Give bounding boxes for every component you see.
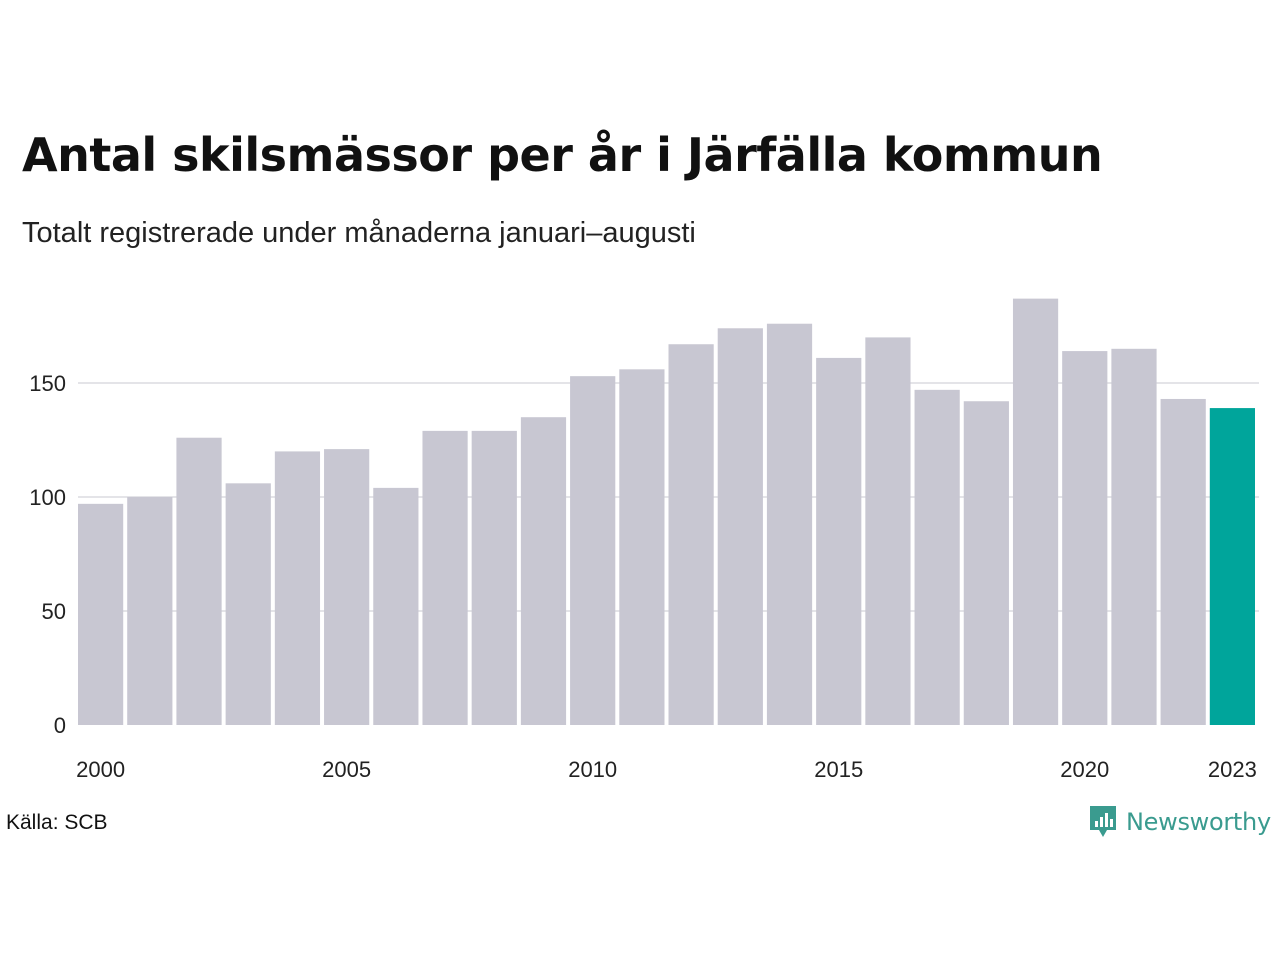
bar-2001	[127, 497, 173, 725]
bar-2012	[668, 344, 714, 725]
y-tick-label: 0	[54, 713, 66, 738]
bar-2017	[914, 389, 960, 725]
bar-2016	[865, 337, 911, 725]
bar-2000	[78, 503, 124, 725]
bar-2015	[816, 357, 862, 725]
bar-2008	[471, 430, 517, 725]
bar-2014	[766, 323, 813, 725]
bar-2023	[1209, 408, 1255, 725]
bar-2021	[1111, 348, 1157, 725]
x-axis-ticks: 2000 2005 2010 2015 2020 2023	[76, 757, 1257, 782]
bar-2003	[225, 483, 271, 725]
y-tick-label: 50	[42, 599, 66, 624]
bar-2009	[520, 417, 567, 725]
y-axis-ticks: 0 50 100 150	[29, 371, 66, 738]
y-tick-label: 100	[29, 485, 66, 510]
bar-2004	[274, 451, 321, 725]
source-note: Källa: SCB	[6, 811, 108, 834]
x-tick-label: 2020	[1060, 757, 1109, 782]
x-tick-label: 2010	[568, 757, 617, 782]
bar-2019	[1012, 298, 1059, 725]
bar-2022	[1160, 398, 1206, 725]
chart-subtitle: Totalt registrerade under månaderna janu…	[22, 217, 696, 249]
bar-2013	[717, 328, 763, 725]
chart-title: Antal skilsmässor per år i Järfälla komm…	[22, 128, 1103, 182]
bar-chart: 0 50 100 150 2000 2005 2010 2015 2020 2023	[29, 298, 1259, 782]
bar-2020	[1062, 351, 1108, 725]
bar-2006	[373, 487, 419, 725]
x-tick-label: 2005	[322, 757, 371, 782]
brand-logo: Newsworthy	[1088, 804, 1271, 840]
bar-2010	[570, 376, 616, 725]
bar-2018	[963, 401, 1009, 725]
bar-2002	[176, 437, 222, 725]
brand-name: Newsworthy	[1126, 808, 1271, 836]
bar-2005	[324, 449, 370, 725]
x-tick-label: 2023	[1208, 757, 1257, 782]
bar-2011	[619, 369, 665, 725]
newsworthy-logo-icon	[1090, 806, 1116, 837]
y-tick-label: 150	[29, 371, 66, 396]
bar-2007	[422, 430, 468, 725]
x-tick-label: 2015	[814, 757, 863, 782]
bars	[78, 298, 1255, 725]
x-tick-label: 2000	[76, 757, 125, 782]
